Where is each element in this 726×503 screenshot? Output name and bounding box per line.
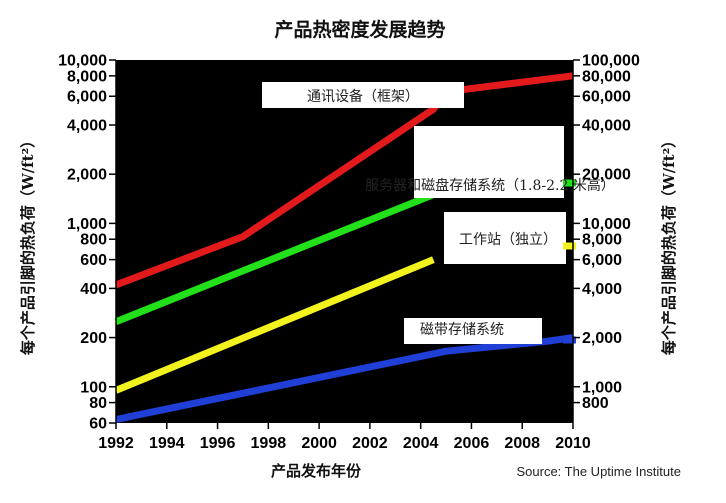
y-right-tick-label: 80,000 (582, 68, 631, 85)
legend-swatch-4 (563, 336, 576, 344)
series-label-background (444, 212, 566, 264)
x-axis-ticks: 1992 1994 1996 1998 2000 2002 2004 2006 2008 2010 (98, 423, 591, 452)
x-tick-label: 2010 (555, 435, 591, 452)
y-right-tick-label: 1,000 (582, 379, 622, 396)
x-tick-label: 1996 (200, 435, 236, 452)
series-line-1 (114, 72, 574, 289)
y-left-tick-label: 4,000 (67, 118, 107, 135)
x-tick-label: 2004 (403, 435, 439, 452)
y-left-tick-label: 80 (89, 395, 107, 412)
series-label-workstations: 工作站（独立） (459, 232, 557, 248)
y-right-tick-label: 60,000 (582, 89, 631, 106)
x-tick-label: 1998 (251, 435, 287, 452)
x-tick-label: 2000 (301, 435, 337, 452)
y-left-tick-label: 8,000 (67, 68, 107, 85)
series-label-background (262, 82, 464, 108)
y-left-tick-label: 800 (80, 232, 107, 249)
series-label-background (404, 318, 542, 344)
y-left-tick-label: 100 (80, 379, 107, 396)
series-line-3 (114, 256, 435, 394)
y-left-tick-label: 200 (80, 330, 107, 347)
x-tick-label: 1994 (149, 435, 185, 452)
y-right-tick-label: 800 (582, 395, 609, 412)
x-tick-label: 2006 (454, 435, 490, 452)
series-label-tape: 磁带存储系统 (420, 322, 504, 338)
axes (115, 60, 574, 423)
x-tick-label: 2008 (504, 435, 540, 452)
y-left-tick-label: 2,000 (67, 167, 107, 184)
y-axis-label-right: 每个产品引脚的热负荷（W/ft²） (660, 133, 678, 355)
x-axis-label: 产品发布年份 (271, 462, 362, 480)
y-left-tick-label: 1,000 (67, 216, 107, 233)
chart-title: 产品热密度发展趋势 (274, 18, 445, 41)
legend-swatch-2 (563, 179, 576, 187)
y-left-tick-label: 600 (80, 252, 107, 269)
series-line-4 (115, 334, 574, 423)
y-left-tick-label: 60 (89, 416, 107, 433)
series-label-background (414, 126, 564, 198)
series-layer (114, 72, 574, 423)
y-left-tick-label: 10,000 (58, 53, 107, 70)
x-tick-label: 2002 (352, 435, 388, 452)
y-right-tick-label: 6,000 (582, 252, 622, 269)
y-left-tick-label: 400 (80, 281, 107, 298)
y-left-tick-label: 6,000 (67, 89, 107, 106)
series-label-telecom: 通讯设备（框架） (307, 88, 419, 105)
series-label-servers: 服务器和磁盘存储系统（1.8-2.2 米高） (365, 177, 615, 194)
y-right-tick-label: 40,000 (582, 118, 631, 135)
y-axis-label-left: 每个产品引脚的热负荷（W/ft²） (19, 133, 37, 355)
source-note: Source: The Uptime Institute (516, 464, 681, 479)
series-labels: 通讯设备（框架） 服务器和磁盘存储系统（1.8-2.2 米高） 工作站（独立） … (307, 88, 615, 338)
y-right-tick-label: 100,000 (582, 53, 640, 70)
y-right-tick-label: 2,000 (582, 330, 622, 347)
y-right-tick-label: 4,000 (582, 281, 622, 298)
y-right-tick-label: 10,000 (582, 216, 631, 233)
legend-swatch-3 (563, 242, 576, 250)
y-right-tick-label: 20,000 (582, 167, 631, 184)
y-right-tick-label: 8,000 (582, 232, 622, 249)
label-backgrounds (262, 82, 576, 344)
series-line-2 (114, 191, 435, 325)
x-tick-label: 1992 (98, 435, 134, 452)
